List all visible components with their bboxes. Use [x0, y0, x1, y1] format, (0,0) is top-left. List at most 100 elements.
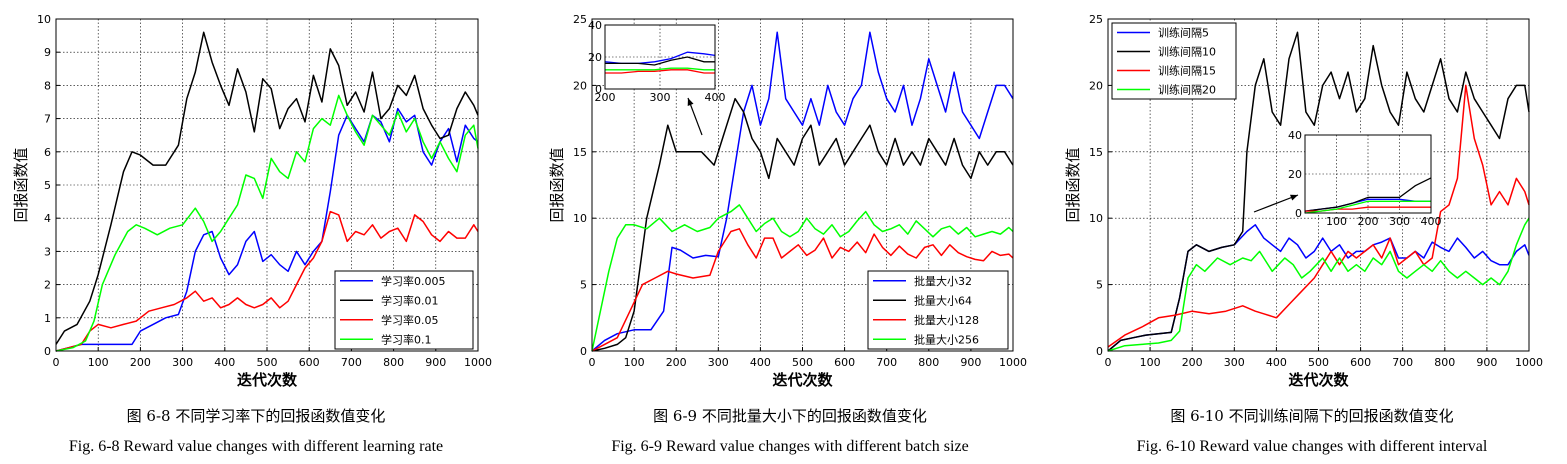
- legend-label-2: 学习率0.01: [381, 293, 439, 307]
- inset-series-4: [1304, 200, 1431, 214]
- inset-x-tick-label: 200: [595, 91, 616, 104]
- chart-1: 0 100 200 300 400 500 600 700 800 900 1000 0 1 2 3 4 5 6 7…: [12, 13, 492, 455]
- y-tick-label: 4: [44, 212, 51, 225]
- legend-label-3: 学习率0.05: [381, 313, 439, 327]
- series-line-3: [1107, 84, 1530, 348]
- y-tick-label: 10: [1089, 212, 1103, 225]
- legend-label-4: 批量大小256: [914, 332, 979, 346]
- y-tick-label: 2: [44, 279, 51, 292]
- legend: 学习率0.005 学习率0.01 学习率0.05 学习率0.1: [334, 270, 474, 350]
- caption-cn: 图 6-10 不同训练间隔下的回报函数值变化: [1170, 407, 1453, 425]
- series-line-2: [55, 31, 479, 345]
- inset-series-4: [605, 67, 715, 71]
- x-tick-label: 800: [1434, 356, 1455, 369]
- x-tick-label: 100: [624, 356, 645, 369]
- inset-x-tick-label: 100: [1326, 215, 1347, 228]
- y-tick-label: 25: [573, 13, 587, 26]
- caption-cn: 图 6-9 不同批量大小下的回报函数值变化: [653, 407, 927, 425]
- y-tick-label: 15: [1089, 146, 1103, 159]
- x-axis-label: 迭代次数: [1288, 371, 1349, 389]
- caption-en: Fig. 6-9 Reward value changes with diffe…: [611, 438, 968, 455]
- series-line-1: [591, 31, 1014, 352]
- x-tick-label: 900: [1476, 356, 1497, 369]
- x-tick-label: 100: [1140, 356, 1161, 369]
- legend-label-4: 学习率0.1: [381, 332, 432, 346]
- inset-x-tick-label: 400: [1421, 215, 1442, 228]
- series-line-1: [55, 107, 479, 352]
- x-axis-label: 迭代次数: [772, 371, 833, 389]
- x-tick-label: 400: [214, 356, 235, 369]
- inset-x-tick-label: 200: [1358, 215, 1379, 228]
- y-tick-label: 5: [44, 179, 51, 192]
- y-tick-label: 20: [573, 79, 587, 92]
- inset-series-3: [605, 69, 715, 74]
- y-tick-label: 6: [44, 146, 51, 159]
- x-tick-label: 500: [792, 356, 813, 369]
- caption-en: Fig. 6-10 Reward value changes with diff…: [1137, 438, 1488, 455]
- y-tick-label: 20: [1089, 79, 1103, 92]
- legend-box: [867, 270, 1009, 350]
- x-tick-label: 0: [589, 356, 596, 369]
- x-tick-label: 200: [666, 356, 687, 369]
- legend-label-2: 批量大小64: [914, 293, 972, 307]
- x-tick-label: 0: [53, 356, 60, 369]
- series-line-2: [1107, 31, 1530, 352]
- legend-label-3: 训练间隔15: [1158, 64, 1216, 78]
- inset-y-tick-label: 40: [588, 19, 602, 32]
- y-tick-label: 10: [573, 212, 587, 225]
- y-axis-label: 回报函数值: [548, 147, 566, 222]
- y-tick-label: 1: [44, 312, 51, 325]
- inset-y-tick-label: 20: [588, 51, 602, 64]
- x-axis-label: 迭代次数: [237, 371, 298, 389]
- y-tick-label: 5: [1096, 279, 1103, 292]
- y-tick-label: 15: [573, 146, 587, 159]
- inset-y-tick-label: 20: [1288, 168, 1302, 181]
- inset-series-2: [605, 56, 715, 66]
- series-line-2: [591, 97, 1014, 352]
- x-tick-label: 0: [1105, 356, 1112, 369]
- x-tick-label: 300: [708, 356, 729, 369]
- x-tick-label: 700: [341, 356, 362, 369]
- inset-arrow-head: [687, 98, 694, 106]
- x-tick-label: 1000: [464, 356, 492, 369]
- y-tick-label: 9: [44, 46, 51, 59]
- x-tick-label: 600: [1350, 356, 1371, 369]
- y-tick-label: 0: [1096, 345, 1103, 358]
- legend-label-4: 训练间隔20: [1158, 83, 1216, 97]
- y-tick-label: 3: [44, 245, 51, 258]
- x-tick-label: 100: [88, 356, 109, 369]
- x-tick-label: 400: [750, 356, 771, 369]
- x-tick-label: 200: [1182, 356, 1203, 369]
- y-axis-label: 回报函数值: [1064, 147, 1082, 222]
- caption-en: Fig. 6-8 Reward value changes with diffe…: [69, 438, 443, 455]
- y-tick-label: 7: [44, 113, 51, 126]
- x-tick-label: 900: [425, 356, 446, 369]
- series-line-3: [591, 228, 1014, 352]
- series-line-3: [55, 210, 479, 352]
- x-tick-label: 500: [1308, 356, 1329, 369]
- series-line-4: [591, 204, 1014, 352]
- x-tick-label: 700: [876, 356, 897, 369]
- x-tick-label: 400: [1266, 356, 1287, 369]
- x-tick-label: 500: [257, 356, 278, 369]
- x-tick-label: 900: [960, 356, 981, 369]
- y-axis-label: 回报函数值: [12, 147, 30, 222]
- y-tick-label: 8: [44, 79, 51, 92]
- y-tick-label: 5: [580, 279, 587, 292]
- legend-label-1: 训练间隔5: [1158, 26, 1209, 40]
- x-tick-label: 800: [918, 356, 939, 369]
- x-tick-label: 800: [383, 356, 404, 369]
- caption-cn: 图 6-8 不同学习率下的回报函数值变化: [127, 407, 386, 425]
- inset-y-tick-label: 0: [595, 83, 602, 96]
- legend-label-3: 批量大小128: [914, 313, 979, 327]
- inset-arrow-head: [1290, 194, 1298, 201]
- x-tick-label: 700: [1392, 356, 1413, 369]
- x-tick-label: 1000: [999, 356, 1027, 369]
- inset-y-tick-label: 0: [1295, 207, 1302, 220]
- legend-box: [334, 270, 474, 350]
- x-tick-label: 1000: [1515, 356, 1543, 369]
- legend-label-1: 批量大小32: [914, 274, 972, 288]
- inset-x-tick-label: 300: [650, 91, 671, 104]
- inset: 200 300 400 0 20 40: [588, 19, 726, 136]
